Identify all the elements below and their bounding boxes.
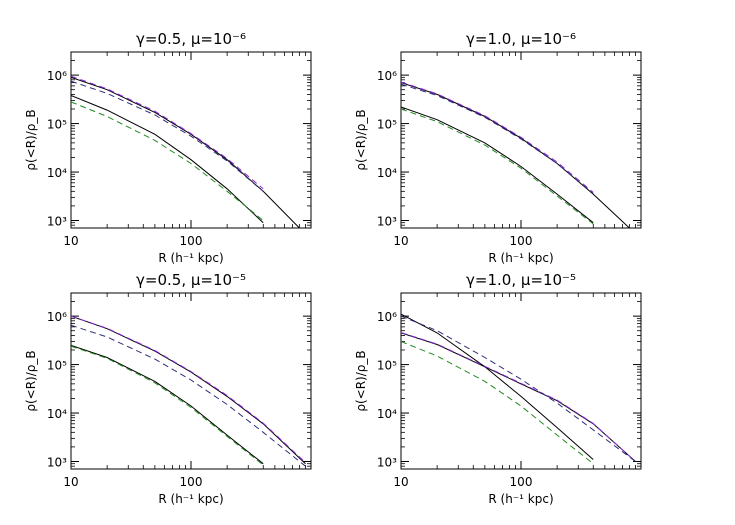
plot-frame: [70, 292, 312, 470]
panel-title: γ=1.0, μ=10⁻⁵: [466, 271, 576, 289]
y-tick-label: 10³: [377, 214, 397, 228]
series-line-5: [71, 345, 264, 466]
series-line-2: [71, 95, 264, 224]
y-axis-label: ρ(<R)/ρ_B: [354, 350, 368, 411]
y-tick-label: 10³: [377, 455, 397, 469]
series-line-5: [71, 101, 264, 221]
y-tick-label: 10⁴: [377, 166, 397, 180]
panel-title: γ=0.5, μ=10⁻⁶: [136, 30, 246, 48]
series-line-2: [71, 344, 264, 465]
panel-title: γ=0.5, μ=10⁻⁵: [136, 271, 246, 289]
series-line-3: [71, 315, 306, 463]
y-tick-label: 10³: [47, 214, 67, 228]
x-tick-label: 100: [180, 234, 203, 248]
y-tick-label: 10⁴: [47, 166, 67, 180]
x-tick-label: 100: [180, 475, 203, 489]
panel-1: 10 100 10³ 10⁴ 10⁵ 10⁶ γ=0.5, μ=10⁻⁶ R (h⁻¹ kpc…: [24, 30, 312, 265]
panel-3: 10 100 10³ 10⁴ 10⁵ 10⁶ γ=0.5, μ=10⁻⁵ R (h⁻¹ kpc…: [24, 271, 312, 506]
series-line-2: [401, 313, 594, 460]
x-tick-label: 10: [63, 234, 78, 248]
y-tick-label: 10⁶: [377, 310, 397, 324]
plot-frame: [400, 292, 642, 470]
x-tick-label: 10: [393, 475, 408, 489]
y-tick-label: 10⁶: [377, 69, 397, 83]
y-tick-label: 10³: [47, 455, 67, 469]
y-tick-label: 10⁴: [377, 407, 397, 421]
y-axis-label: ρ(<R)/ρ_B: [354, 109, 368, 170]
x-axis-label: R (h⁻¹ kpc): [158, 492, 223, 506]
series-line-3: [401, 81, 594, 193]
y-tick-label: 10⁴: [47, 407, 67, 421]
series-line-1: [401, 332, 636, 462]
series-line-4: [71, 80, 264, 192]
series-line-1: [71, 76, 300, 228]
plot-frame: [400, 51, 642, 229]
y-tick-label: 10⁶: [47, 310, 67, 324]
series-line-1: [401, 82, 630, 228]
y-axis-label: ρ(<R)/ρ_B: [24, 350, 38, 411]
x-tick-label: 100: [510, 234, 533, 248]
y-tick-label: 10⁵: [377, 359, 397, 373]
x-axis-label: R (h⁻¹ kpc): [488, 251, 553, 265]
series-line-1: [71, 315, 306, 465]
panel-title: γ=1.0, μ=10⁻⁶: [466, 30, 576, 48]
plot-frame: [70, 51, 312, 229]
y-tick-label: 10⁵: [47, 359, 67, 373]
x-axis-label: R (h⁻¹ kpc): [158, 251, 223, 265]
series-line-3: [401, 332, 636, 462]
series-line-4: [71, 324, 306, 467]
panel-4: 10 100 10³ 10⁴ 10⁵ 10⁶ γ=1.0, μ=10⁻⁵ R (h⁻¹ kpc…: [354, 271, 642, 506]
series-line-3: [71, 75, 264, 190]
y-tick-label: 10⁶: [47, 69, 67, 83]
x-tick-label: 100: [510, 475, 533, 489]
series-line-5: [401, 341, 594, 465]
x-tick-label: 10: [63, 475, 78, 489]
x-tick-label: 10: [393, 234, 408, 248]
panel-2: 10 100 10³ 10⁴ 10⁵ 10⁶ γ=1.0, μ=10⁻⁶ R (h⁻¹ kpc…: [354, 30, 642, 265]
series-line-5: [401, 108, 594, 225]
y-tick-label: 10⁵: [47, 118, 67, 132]
x-axis-label: R (h⁻¹ kpc): [488, 492, 553, 506]
series-line-4: [401, 315, 636, 462]
series-line-4: [401, 83, 594, 194]
series-line-2: [401, 106, 594, 224]
y-tick-label: 10⁵: [377, 118, 397, 132]
y-axis-label: ρ(<R)/ρ_B: [24, 109, 38, 170]
